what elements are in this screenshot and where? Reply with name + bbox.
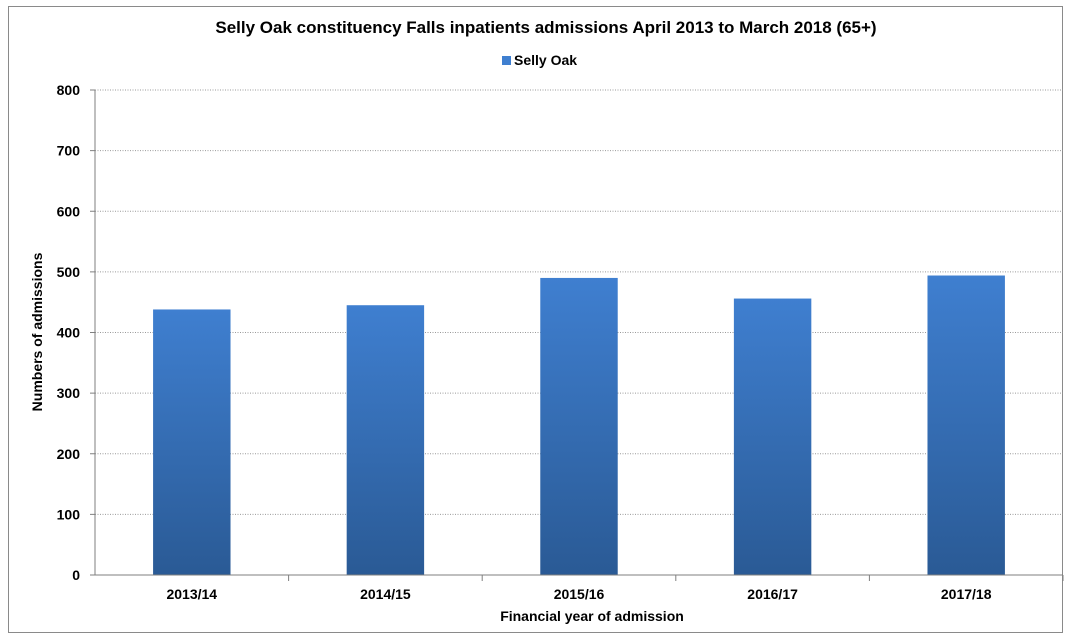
y-tick-label: 700	[57, 143, 81, 159]
chart-title: Selly Oak constituency Falls inpatients …	[215, 18, 876, 37]
x-tick-label: 2015/16	[554, 586, 605, 602]
y-tick-label: 0	[72, 567, 80, 583]
y-tick-label: 800	[57, 82, 81, 98]
x-tick-label: 2013/14	[166, 586, 217, 602]
x-tick-label: 2017/18	[941, 586, 992, 602]
x-axis-label: Financial year of admission	[500, 608, 684, 624]
y-tick-label: 500	[57, 264, 81, 280]
bar-2015-16	[540, 277, 618, 575]
legend-swatch	[502, 56, 511, 65]
y-tick-label: 100	[57, 506, 81, 522]
x-tick-labels: 2013/14 2014/15 2015/16 2016/17 2017/18	[166, 586, 991, 602]
bar-2016-17	[733, 298, 812, 575]
axes	[90, 89, 1064, 581]
y-tick-labels: 0 100 200 300 400 500 600 700 800	[57, 82, 81, 583]
bar-2013-14	[153, 309, 231, 575]
legend: Selly Oak	[502, 52, 577, 68]
y-tick-label: 400	[57, 325, 81, 341]
x-tick-label: 2014/15	[360, 586, 411, 602]
y-axis-label: Numbers of admissions	[29, 252, 45, 411]
y-tick-label: 300	[57, 385, 81, 401]
legend-label: Selly Oak	[514, 52, 577, 68]
y-tick-label: 200	[57, 446, 81, 462]
bar-2014-15	[346, 305, 425, 575]
bars	[153, 275, 1005, 575]
y-tick-label: 600	[57, 203, 81, 219]
x-tick-label: 2016/17	[747, 586, 798, 602]
bar-2017-18	[927, 275, 1005, 575]
